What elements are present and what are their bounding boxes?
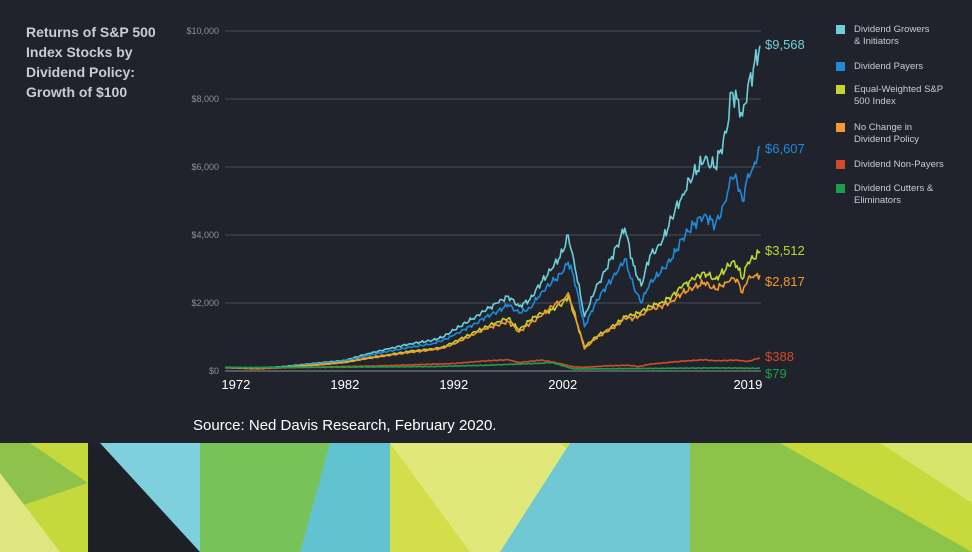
end-value-labels: $9,568 $6,607 $3,512 $2,817 $388 $79	[765, 37, 805, 381]
x-axis-ticks: 1972 1982 1992 2002 2019	[221, 377, 762, 392]
legend-swatch	[836, 25, 845, 34]
end-value-label: $79	[765, 366, 787, 381]
growth-chart: $0$2,000$4,000$6,000$8,000$10,000 1972 19…	[186, 26, 805, 392]
x-tick-label: 2019	[733, 377, 762, 392]
legend-swatch	[836, 160, 845, 169]
legend-label: Dividend Non-Payers	[854, 159, 944, 170]
x-tick-label: 2002	[548, 377, 577, 392]
series-line	[224, 361, 761, 370]
end-value-label: $3,512	[765, 243, 805, 258]
series-line	[224, 45, 761, 369]
y-axis-ticks: $0 $2,000 $4,000 $6,000 $8,000 $10,000	[186, 26, 219, 376]
end-value-label: $9,568	[765, 37, 805, 52]
x-tick-label: 1982	[330, 377, 359, 392]
x-tick-label: 1992	[439, 377, 468, 392]
source-note: Source: Ned Davis Research, February 202…	[193, 417, 497, 434]
x-tick-label: 1972	[221, 377, 250, 392]
legend-label: Dividend Payers	[854, 61, 924, 72]
end-value-label: $6,607	[765, 141, 805, 156]
series-lines	[224, 45, 761, 370]
legend-swatch	[836, 62, 845, 71]
legend-item: No Change in Dividend Policy	[836, 122, 919, 146]
legend-item: Dividend Growers & Initiators	[836, 24, 930, 48]
legend-label: Dividend Growers & Initiators	[854, 24, 930, 47]
legend-label: No Change in Dividend Policy	[854, 122, 919, 145]
end-value-label: $388	[765, 349, 794, 364]
y-tick-label: $8,000	[191, 94, 219, 104]
legend-label: Dividend Cutters & Eliminators	[854, 183, 934, 206]
y-tick-label: $4,000	[191, 230, 219, 240]
y-tick-label: $6,000	[191, 162, 219, 172]
legend-swatch	[836, 85, 845, 94]
legend-swatch	[836, 123, 845, 132]
series-line	[224, 145, 761, 370]
y-tick-label: $10,000	[186, 26, 219, 36]
decorative-banner	[0, 443, 972, 552]
gridlines	[225, 30, 761, 372]
legend-item: Dividend Payers	[836, 61, 923, 73]
legend-label: Equal-Weighted S&P 500 Index	[854, 84, 944, 107]
legend-item: Dividend Cutters & Eliminators	[836, 183, 933, 207]
y-tick-label: $0	[209, 366, 219, 376]
y-tick-label: $2,000	[191, 298, 219, 308]
legend-item: Equal-Weighted S&P 500 Index	[836, 84, 943, 108]
series-line	[224, 272, 761, 370]
end-value-label: $2,817	[765, 274, 805, 289]
legend-item: Dividend Non-Payers	[836, 159, 944, 171]
legend-swatch	[836, 184, 845, 193]
chart-title: Returns of S&P 500 Index Stocks by Divid…	[26, 24, 156, 100]
